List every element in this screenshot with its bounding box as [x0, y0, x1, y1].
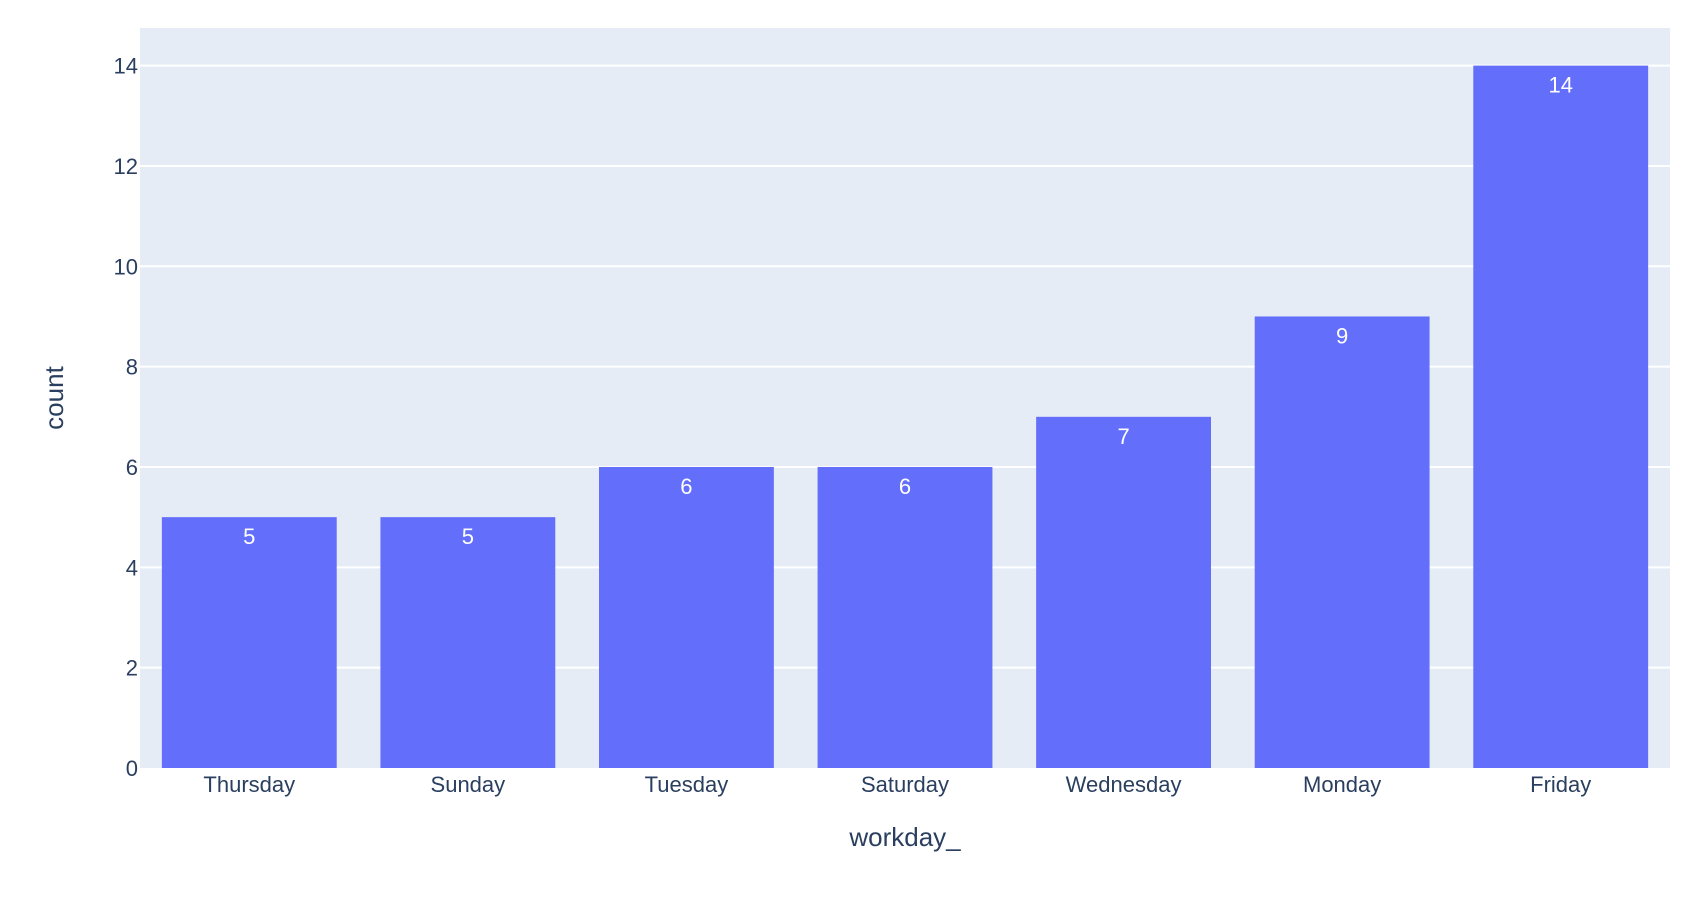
- y-tick-label: 14: [114, 54, 138, 79]
- bar-saturday: [817, 466, 993, 768]
- y-tick-label: 4: [126, 555, 138, 580]
- x-axis-title: workday_: [848, 822, 961, 852]
- bar-value-label: 7: [1117, 424, 1129, 449]
- y-axis-ticks: 0 2 4 6 8 10 12 14: [114, 54, 138, 781]
- y-tick-label: 6: [126, 455, 138, 480]
- y-tick-label: 8: [126, 355, 138, 380]
- bar-sunday: [380, 517, 556, 768]
- bar-value-label: 9: [1336, 323, 1348, 348]
- bar-value-label: 6: [899, 474, 911, 499]
- bar-wednesday: [1036, 416, 1211, 768]
- bars: 5 5 6 6 7 9 14: [161, 65, 1649, 768]
- bar-thursday: [161, 517, 337, 768]
- bar-friday: [1473, 65, 1649, 768]
- x-tick-label: Sunday: [431, 772, 506, 797]
- bar-tuesday: [599, 466, 774, 768]
- bar-value-label: 6: [680, 474, 692, 499]
- bar-value-label: 5: [462, 524, 474, 549]
- x-tick-label: Thursday: [203, 772, 295, 797]
- y-tick-label: 10: [114, 254, 138, 279]
- x-tick-label: Friday: [1530, 772, 1591, 797]
- x-tick-label: Monday: [1303, 772, 1381, 797]
- y-tick-label: 12: [114, 154, 138, 179]
- bar-value-label: 5: [243, 524, 255, 549]
- x-tick-label: Tuesday: [645, 772, 729, 797]
- y-tick-label: 2: [126, 656, 138, 681]
- bar-value-label: 14: [1548, 73, 1572, 98]
- y-axis-title: count: [39, 365, 69, 429]
- x-axis-ticks: Thursday Sunday Tuesday Saturday Wednesday Mo…: [203, 772, 1591, 797]
- bar-monday: [1254, 316, 1430, 768]
- y-tick-label: 0: [126, 756, 138, 781]
- x-tick-label: Wednesday: [1066, 772, 1182, 797]
- x-tick-label: Saturday: [861, 772, 949, 797]
